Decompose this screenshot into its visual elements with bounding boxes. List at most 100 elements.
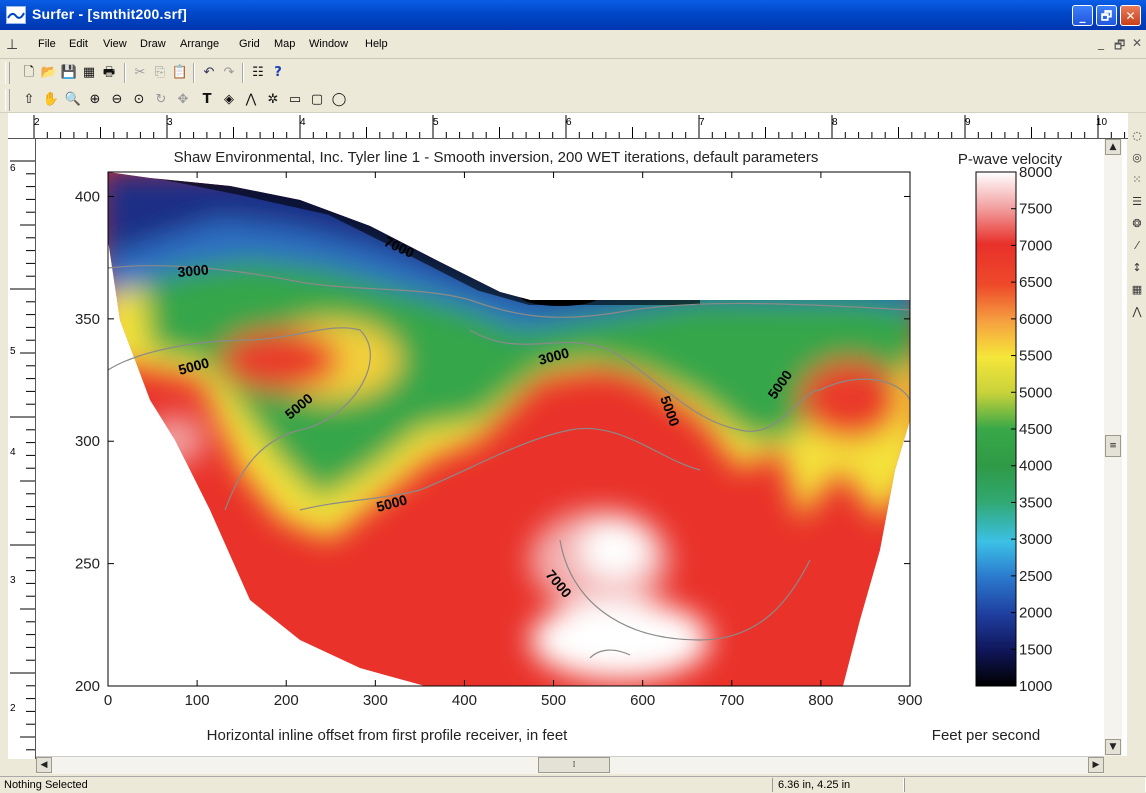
vruler-label: 4 — [10, 447, 16, 458]
toolbar-grip-2[interactable] — [5, 89, 10, 111]
scroll-down-button[interactable]: ▼ — [1105, 739, 1121, 755]
minimize-button[interactable]: _ — [1072, 5, 1093, 26]
reshape-icon[interactable]: ✥ — [177, 92, 189, 107]
object-manager-icon[interactable]: ☷ — [252, 65, 264, 80]
post-map-icon[interactable]: ⁙ — [1132, 173, 1142, 186]
hruler-label: 4 — [300, 117, 306, 128]
colorbar-tick-label: 8000 — [1019, 164, 1052, 181]
menu-help[interactable]: Help — [365, 38, 388, 50]
image-map-icon[interactable]: ☰ — [1132, 195, 1142, 208]
ellipse-icon[interactable]: ◯ — [331, 92, 347, 107]
rectangle-icon[interactable]: ▭ — [288, 92, 302, 107]
axis-icon[interactable]: ↕ — [1132, 261, 1142, 274]
zoom-plus-icon[interactable]: ⊕ — [89, 92, 101, 107]
rotate-icon[interactable]: ↻ — [155, 92, 167, 107]
scroll-left-button[interactable]: ◀ — [36, 757, 52, 773]
redo-icon[interactable]: ↷ — [223, 65, 235, 80]
polygon-icon[interactable]: ◈ — [224, 92, 234, 107]
menu-draw[interactable]: Draw — [140, 38, 166, 50]
colorbar-unit: Feet per second — [932, 727, 1040, 744]
colorbar-tick-label: 6500 — [1019, 274, 1052, 291]
colorbar-tick-label: 3000 — [1019, 531, 1052, 548]
scroll-thumb-horizontal[interactable]: ⁞ — [538, 757, 610, 773]
maximize-button[interactable]: 🗗 — [1096, 5, 1117, 26]
worksheet-icon[interactable]: ▦ — [82, 65, 96, 80]
menu-view[interactable]: View — [103, 38, 127, 50]
surfer-app-icon[interactable] — [6, 6, 26, 24]
colorbar-tick-label: 5000 — [1019, 384, 1052, 401]
menu-edit[interactable]: Edit — [69, 38, 88, 50]
copy-icon[interactable]: ⎘ — [154, 65, 166, 80]
mdi-minimize-button[interactable]: _ — [1098, 36, 1104, 50]
cut-icon[interactable]: ✂ — [134, 65, 146, 80]
colorbar-tick-label: 1500 — [1019, 641, 1052, 658]
toolbar-grip[interactable] — [5, 62, 10, 84]
vruler-label: 2 — [10, 703, 16, 714]
right-toolbar: ◌ ◎ ⁙ ☰ ❂ ⁄ ↕ ▦ ⋀ — [1128, 113, 1146, 759]
menu-arrange[interactable]: Arrange — [180, 38, 220, 50]
colorbar — [975, 171, 1017, 687]
base-map-icon[interactable]: ◎ — [1132, 151, 1142, 164]
contour-map-icon[interactable]: ◌ — [1132, 129, 1142, 142]
vertical-ruler: 6 5 4 3 2 — [8, 139, 36, 776]
undo-icon[interactable]: ↶ — [203, 65, 215, 80]
colorbar-tick-label: 7000 — [1019, 237, 1052, 254]
vector-map-icon[interactable]: ⁄ — [1136, 239, 1138, 252]
close-button[interactable]: ✕ — [1120, 5, 1141, 26]
zoom-minus-icon[interactable]: ⊖ — [111, 92, 123, 107]
print-icon[interactable]: 🖶 — [102, 65, 116, 80]
mdi-close-button[interactable]: ✕ — [1132, 36, 1143, 50]
contour-label: 5000 — [177, 354, 211, 378]
menu-file[interactable]: File — [38, 38, 56, 50]
shaded-relief-icon[interactable]: ❂ — [1132, 217, 1142, 230]
colorbar-tick-label: 2500 — [1019, 568, 1052, 585]
hruler-label: 5 — [433, 117, 439, 128]
plot-title: Shaw Environmental, Inc. Tyler line 1 - … — [174, 149, 819, 166]
plot-canvas[interactable]: 7000 3000 5000 3000 5000 5000 5000 5000 … — [36, 139, 1127, 756]
open-icon[interactable]: 📂 — [40, 65, 58, 80]
pan-icon[interactable]: ✋ — [42, 92, 60, 107]
new-icon[interactable]: 🗋 — [23, 65, 35, 80]
save-icon[interactable]: 💾 — [60, 65, 78, 80]
document-icon[interactable]: ⊥ — [6, 37, 19, 53]
colorbar-tick-label: 7500 — [1019, 201, 1052, 218]
y-tick-label: 300 — [75, 433, 100, 450]
contour-lines — [107, 265, 911, 659]
menu-map[interactable]: Map — [274, 38, 296, 50]
wireframe-icon[interactable]: ▦ — [1131, 283, 1143, 296]
title-bar[interactable]: Surfer - [smthit200.srf] _ 🗗 ✕ — [0, 0, 1146, 30]
horizontal-scrollbar[interactable]: ◀ ⁞ ▶ — [36, 756, 1104, 774]
hruler-label: 10 — [1096, 117, 1108, 128]
menu-window[interactable]: Window — [309, 38, 349, 50]
menu-grid[interactable]: Grid — [239, 38, 260, 50]
select-icon[interactable]: ⇧ — [23, 92, 35, 107]
paste-icon[interactable]: 📋 — [171, 65, 189, 80]
hruler-ticks — [33, 115, 1139, 138]
x-tick-label: 400 — [452, 692, 477, 709]
text-icon[interactable]: T — [202, 92, 212, 107]
contour-label: 3000 — [177, 261, 210, 280]
mdi-restore-button[interactable]: 🗗 — [1114, 38, 1126, 52]
rounded-rect-icon[interactable]: ▢ — [310, 92, 324, 107]
vertical-scrollbar[interactable]: ▲ ≡ ▼ — [1104, 139, 1122, 756]
scroll-up-button[interactable]: ▲ — [1105, 139, 1121, 155]
surface-icon[interactable]: ⋀ — [1132, 305, 1142, 318]
zoom-fit-icon[interactable]: ⊙ — [133, 92, 145, 107]
y-tick-label: 400 — [75, 188, 100, 205]
contour-label: 5000 — [375, 491, 409, 515]
help-pointer-icon[interactable]: ? — [274, 65, 282, 80]
y-axis: 400 350 300 250 200 — [75, 188, 910, 695]
y-tick-label: 250 — [75, 556, 100, 573]
colorbar-tick-label: 4000 — [1019, 458, 1052, 475]
polyline-icon[interactable]: ⋀ — [245, 92, 257, 107]
contour-label: 3000 — [537, 344, 571, 368]
y-tick-label: 350 — [75, 311, 100, 328]
zoom-in-icon[interactable]: 🔍 — [64, 92, 82, 107]
scroll-thumb-vertical[interactable]: ≡ — [1105, 435, 1121, 457]
scroll-right-button[interactable]: ▶ — [1088, 757, 1104, 773]
status-coordinates: 6.36 in, 4.25 in — [778, 779, 851, 791]
colorbar-tick-label: 4500 — [1019, 421, 1052, 438]
symbol-icon[interactable]: ✲ — [267, 92, 279, 107]
x-axis: 0 100 200 300 400 500 600 700 800 900 — [104, 172, 923, 709]
x-tick-label: 500 — [541, 692, 566, 709]
